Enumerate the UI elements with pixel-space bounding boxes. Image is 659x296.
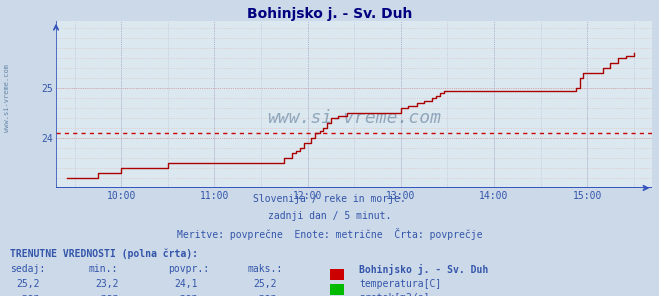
- Text: -nan: -nan: [16, 293, 40, 296]
- Text: Bohinjsko j. - Sv. Duh: Bohinjsko j. - Sv. Duh: [247, 7, 412, 21]
- Text: Bohinjsko j. - Sv. Duh: Bohinjsko j. - Sv. Duh: [359, 264, 488, 275]
- Text: Slovenija / reke in morje.: Slovenija / reke in morje.: [253, 194, 406, 204]
- Text: TRENUTNE VREDNOSTI (polna črta):: TRENUTNE VREDNOSTI (polna črta):: [10, 249, 198, 259]
- Text: povpr.:: povpr.:: [168, 264, 209, 274]
- Text: sedaj:: sedaj:: [10, 264, 45, 274]
- Text: www.si-vreme.com: www.si-vreme.com: [3, 64, 10, 132]
- Text: www.si-vreme.com: www.si-vreme.com: [267, 109, 442, 127]
- Text: 23,2: 23,2: [96, 279, 119, 289]
- Text: maks.:: maks.:: [247, 264, 282, 274]
- Text: 24,1: 24,1: [175, 279, 198, 289]
- Text: min.:: min.:: [89, 264, 119, 274]
- Text: 25,2: 25,2: [254, 279, 277, 289]
- Text: -nan: -nan: [96, 293, 119, 296]
- Text: -nan: -nan: [254, 293, 277, 296]
- Text: pretok[m3/s]: pretok[m3/s]: [359, 293, 430, 296]
- Text: -nan: -nan: [175, 293, 198, 296]
- Text: 25,2: 25,2: [16, 279, 40, 289]
- Text: temperatura[C]: temperatura[C]: [359, 279, 442, 289]
- Text: Meritve: povprečne  Enote: metrične  Črta: povprečje: Meritve: povprečne Enote: metrične Črta:…: [177, 228, 482, 240]
- Text: zadnji dan / 5 minut.: zadnji dan / 5 minut.: [268, 211, 391, 221]
